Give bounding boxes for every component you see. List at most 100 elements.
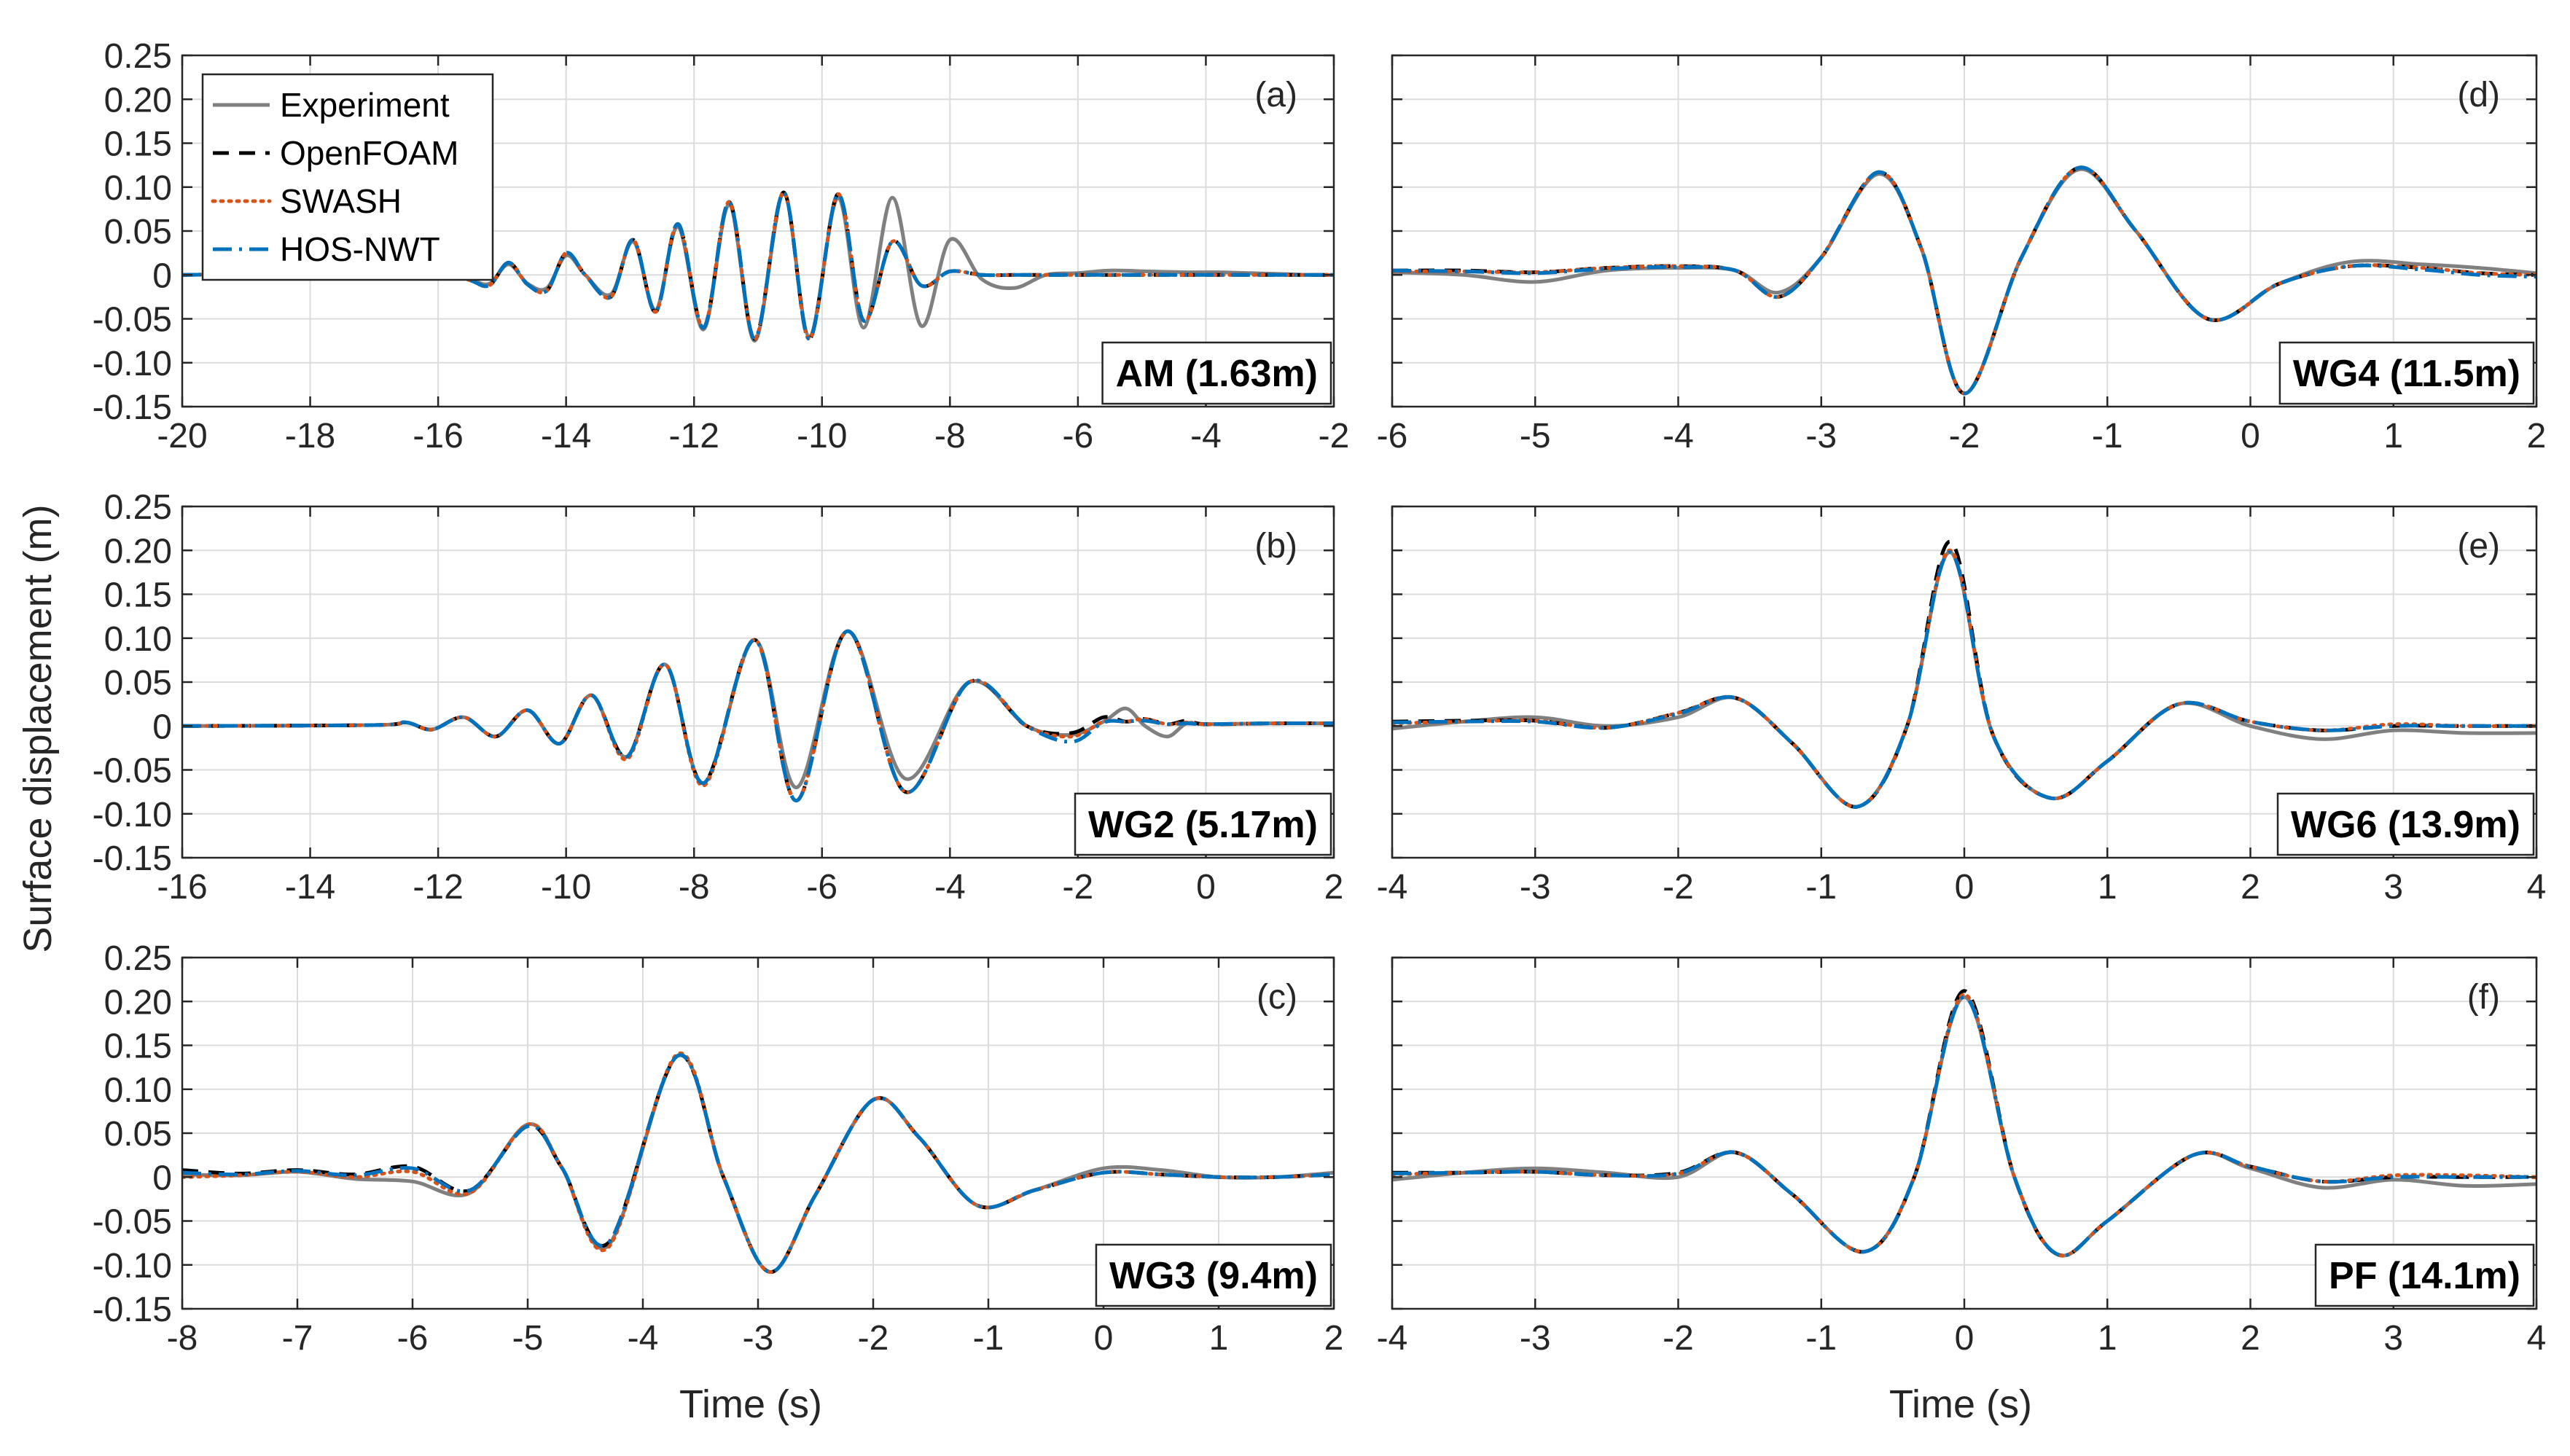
- y-tick-label: 0.25: [104, 939, 172, 978]
- location-tag-box: [2314, 1243, 2535, 1307]
- x-tick-label: -2: [1663, 868, 1694, 907]
- x-tick-label: 0: [1094, 1319, 1114, 1358]
- x-tick-label: 2: [2527, 417, 2547, 455]
- x-tick-label: -1: [973, 1319, 1004, 1358]
- y-tick-label: -0.15: [93, 388, 172, 427]
- x-tick-label: -3: [1520, 1319, 1551, 1358]
- x-tick-label: -1: [1805, 868, 1837, 907]
- x-tick-label: 2: [1324, 868, 1344, 907]
- x-tick-label: -2: [1063, 868, 1094, 907]
- x-tick-label: -4: [1190, 417, 1222, 455]
- x-tick-label: 1: [2383, 417, 2403, 455]
- y-tick-label: -0.05: [93, 1203, 172, 1242]
- x-tick-label: 2: [2241, 868, 2260, 907]
- y-tick-label: -0.05: [93, 301, 172, 340]
- location-tag-box: [1101, 341, 1332, 405]
- location-tag: AM (1.63m): [1101, 341, 1332, 405]
- x-tick-label: 2: [1324, 1319, 1344, 1358]
- panel-id-label: (a): [1254, 76, 1297, 114]
- x-tick-label: 1: [1209, 1319, 1229, 1358]
- panel-d: -6 -5 -4 -3 -2 -1 0 1 2 (d) WG4 (11.5m): [1377, 54, 2547, 455]
- x-axis-label-left: Time (s): [679, 1382, 822, 1426]
- x-tick-label: -18: [285, 417, 335, 455]
- x-tick-label: 3: [2383, 868, 2403, 907]
- panel-grid: -20 -18 -16 -14 -12 -10 -8 -6 -4 -2-0.15-0.10-0.0…: [93, 37, 2547, 1358]
- y-tick-label: -0.10: [93, 345, 172, 383]
- series-line-hos-nwt: [1392, 165, 2536, 396]
- x-tick-label: -1: [1805, 1319, 1837, 1358]
- x-tick-label: -3: [1805, 417, 1837, 455]
- panel-id-label: (c): [1257, 978, 1297, 1017]
- x-tick-label: -4: [1377, 1319, 1408, 1358]
- y-tick-label: -0.05: [93, 752, 172, 791]
- y-tick-label: 0: [152, 708, 172, 746]
- x-tick-label: -12: [669, 417, 719, 455]
- x-tick-label: 2: [2241, 1319, 2260, 1358]
- series-line-swash: [182, 629, 1334, 803]
- y-tick-label: 0.10: [104, 169, 172, 208]
- y-tick-label: -0.10: [93, 1247, 172, 1285]
- panel-id-label: (b): [1254, 527, 1297, 565]
- location-tag-text: AM (1.63m): [1116, 353, 1318, 395]
- location-tag-text: WG3 (9.4m): [1109, 1255, 1318, 1297]
- location-tag-text: PF (14.1m): [2329, 1255, 2520, 1297]
- y-tick-label: 0.20: [104, 983, 172, 1022]
- x-tick-label: 4: [2527, 1319, 2547, 1358]
- x-tick-label: -10: [541, 868, 591, 907]
- x-tick-label: 0: [1196, 868, 1216, 907]
- panel-e: -4 -3 -2 -1 0 1 2 3 4 (e) WG6 (13.9m): [1377, 505, 2546, 907]
- legend-label: OpenFOAM: [280, 134, 458, 172]
- x-tick-label: -16: [157, 868, 207, 907]
- x-tick-label: -2: [1949, 417, 1980, 455]
- y-axis-label: Surface displacement (m): [16, 504, 60, 952]
- y-tick-label: 0.10: [104, 620, 172, 659]
- panel-id-label: (d): [2457, 76, 2500, 114]
- y-tick-label: 0.15: [104, 576, 172, 615]
- x-tick-label: -14: [285, 868, 335, 907]
- location-tag: WG3 (9.4m): [1095, 1243, 1332, 1307]
- x-tick-label: -8: [934, 417, 966, 455]
- x-tick-label: -1: [2092, 417, 2123, 455]
- x-tick-label: -4: [628, 1319, 659, 1358]
- x-tick-label: -4: [1663, 417, 1694, 455]
- y-tick-label: 0.20: [104, 532, 172, 571]
- x-tick-label: -2: [858, 1319, 889, 1358]
- location-tag: PF (14.1m): [2314, 1243, 2535, 1307]
- series-line-hos-nwt: [182, 190, 1334, 341]
- x-tick-label: -4: [1377, 868, 1408, 907]
- location-tag-text: WG4 (11.5m): [2293, 353, 2520, 395]
- y-tick-label: 0.25: [104, 488, 172, 527]
- x-tick-label: -6: [806, 868, 837, 907]
- y-tick-label: -0.15: [93, 1291, 172, 1329]
- x-tick-label: 3: [2383, 1319, 2403, 1358]
- y-tick-label: -0.15: [93, 839, 172, 878]
- x-tick-label: -2: [1319, 417, 1350, 455]
- y-tick-label: 0.15: [104, 1028, 172, 1066]
- y-tick-label: 0.05: [104, 664, 172, 702]
- x-tick-label: 0: [1955, 1319, 1975, 1358]
- panel-a: -20 -18 -16 -14 -12 -10 -8 -6 -4 -2 -0.15 -0.10 -0.0…: [93, 37, 1350, 455]
- x-tick-label: -8: [167, 1319, 198, 1358]
- panel-id-label: (f): [2467, 978, 2500, 1017]
- location-tag-box: [1095, 1243, 1332, 1307]
- x-axis-label-right: Time (s): [1889, 1382, 2032, 1426]
- x-tick-label: -20: [157, 417, 207, 455]
- x-tick-label: -6: [1377, 417, 1408, 455]
- series-line-hos-nwt: [1392, 995, 2536, 1258]
- location-tag: WG2 (5.17m): [1074, 792, 1332, 856]
- x-tick-label: 0: [1955, 868, 1975, 907]
- location-tag-box: [2276, 792, 2535, 856]
- y-tick-label: 0.15: [104, 125, 172, 164]
- y-tick-label: 0.05: [104, 213, 172, 251]
- location-tag-box: [2278, 341, 2535, 405]
- x-tick-label: -6: [397, 1319, 429, 1358]
- location-tag-box: [1074, 792, 1332, 856]
- x-tick-label: 0: [2241, 417, 2260, 455]
- x-tick-label: -8: [679, 868, 710, 907]
- x-tick-label: -12: [413, 868, 463, 907]
- x-tick-label: -4: [934, 868, 966, 907]
- series-line-hos-nwt: [182, 1053, 1334, 1274]
- location-tag: WG4 (11.5m): [2278, 341, 2535, 405]
- location-tag-text: WG6 (13.9m): [2291, 804, 2520, 846]
